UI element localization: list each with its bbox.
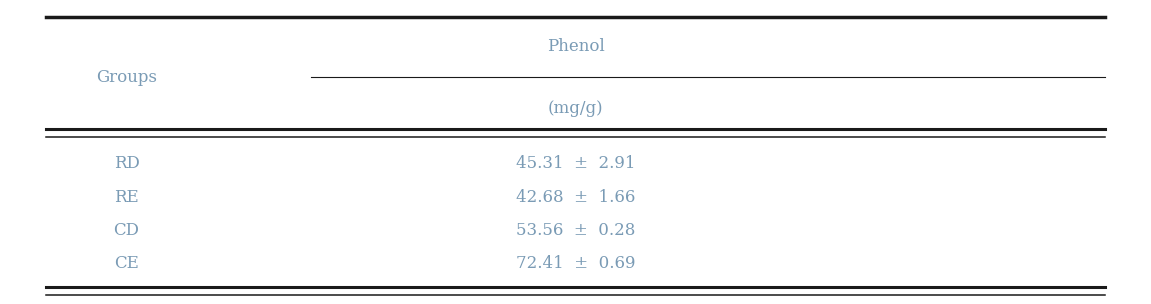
Text: 42.68  ±  1.66: 42.68 ± 1.66 — [516, 189, 635, 206]
Text: Phenol: Phenol — [547, 38, 604, 55]
Text: RE: RE — [114, 189, 139, 206]
Text: 53.56  ±  0.28: 53.56 ± 0.28 — [516, 222, 635, 239]
Text: 72.41  ±  0.69: 72.41 ± 0.69 — [516, 255, 635, 272]
Text: (mg/g): (mg/g) — [548, 99, 603, 116]
Text: 45.31  ±  2.91: 45.31 ± 2.91 — [516, 156, 635, 172]
Text: CE: CE — [114, 255, 139, 272]
Text: CD: CD — [114, 222, 139, 239]
Text: Groups: Groups — [97, 69, 157, 86]
Text: RD: RD — [114, 156, 139, 172]
